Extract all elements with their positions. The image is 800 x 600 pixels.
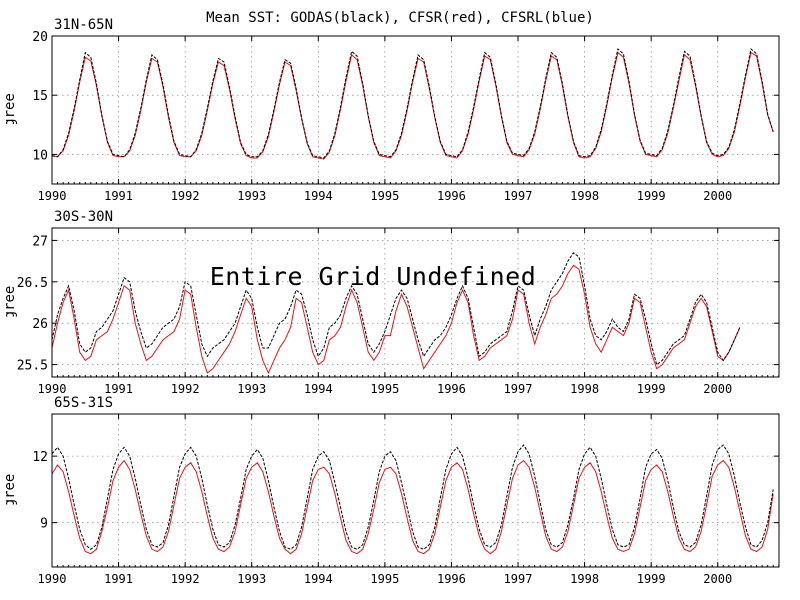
overlay-message: Entire Grid Undefined bbox=[210, 262, 537, 291]
plot-frame bbox=[51, 35, 780, 185]
y-tick-label: 15 bbox=[32, 89, 48, 104]
x-tick-label: 1993 bbox=[237, 189, 266, 203]
series-line-red bbox=[52, 51, 774, 160]
x-tick-label: 1996 bbox=[437, 572, 466, 586]
chart-panel-1: 31N-65N Degree C 10 15 20 1990 1991 1992 1993 199… bbox=[2, 17, 780, 203]
x-tick-label: 1999 bbox=[637, 189, 666, 203]
panel-label: 31N-65N bbox=[54, 17, 113, 33]
x-tick-label: 1998 bbox=[570, 382, 599, 396]
x-tick-label: 1996 bbox=[437, 382, 466, 396]
x-tick-label: 1991 bbox=[104, 572, 133, 586]
chart-panel-2: 30S-30N Degree C 25.5 26 26.5 27 1990 1991 1992 1… bbox=[2, 209, 780, 396]
y-tick-label: 27 bbox=[32, 234, 48, 249]
y-tick-label: 12 bbox=[32, 450, 48, 465]
x-tick-label: 1994 bbox=[304, 572, 333, 586]
x-tick-label: 1993 bbox=[237, 382, 266, 396]
panel-label: 65S-31S bbox=[54, 395, 113, 411]
series-line-red bbox=[52, 264, 741, 375]
y-tick-label: 25.5 bbox=[17, 359, 48, 374]
x-tick-label: 2000 bbox=[703, 382, 732, 396]
x-tick-label: 1991 bbox=[104, 189, 133, 203]
x-tick-label: 1997 bbox=[504, 572, 533, 586]
x-tick-label: 1995 bbox=[370, 189, 399, 203]
y-tick-label: 26 bbox=[32, 317, 48, 332]
x-tick-label: 1996 bbox=[437, 189, 466, 203]
x-tick-label: 1998 bbox=[570, 572, 599, 586]
x-tick-label: 1990 bbox=[38, 572, 67, 586]
y-tick-label: 26.5 bbox=[17, 276, 48, 291]
x-tick-label: 1992 bbox=[171, 189, 200, 203]
x-tick-label: 1995 bbox=[370, 572, 399, 586]
x-tick-label: 1995 bbox=[370, 382, 399, 396]
x-tick-label: 1994 bbox=[304, 382, 333, 396]
x-tick-label: 1992 bbox=[171, 572, 200, 586]
x-tick-label: 1992 bbox=[171, 382, 200, 396]
x-tick-label: 1997 bbox=[504, 189, 533, 203]
x-tick-label: 2000 bbox=[703, 572, 732, 586]
x-tick-label: 1994 bbox=[304, 189, 333, 203]
x-tick-label: 1991 bbox=[104, 382, 133, 396]
plot-frame bbox=[51, 227, 780, 378]
y-tick-label: 10 bbox=[32, 148, 48, 163]
plot-frame bbox=[51, 413, 780, 568]
y-axis-label: Degree C bbox=[2, 76, 18, 143]
series-line-black bbox=[52, 48, 774, 159]
y-axis-label: Degree C bbox=[2, 457, 18, 524]
panel-label: 30S-30N bbox=[54, 209, 113, 225]
y-tick-label: 9 bbox=[40, 517, 48, 532]
series-line-black bbox=[52, 444, 774, 550]
x-tick-label: 1993 bbox=[237, 572, 266, 586]
x-tick-label: 1999 bbox=[637, 572, 666, 586]
chart-panels: 31N-65N Degree C 10 15 20 1990 1991 1992 1993 199… bbox=[2, 17, 780, 586]
x-tick-label: 1990 bbox=[38, 189, 67, 203]
figure-title: Mean SST: GODAS(black), CFSR(red), CFSRL… bbox=[206, 10, 594, 26]
x-tick-label: 1990 bbox=[38, 382, 67, 396]
chart-panel-3: 65S-31S Degree C 9 12 1990 1991 1992 1993 1994 19… bbox=[2, 395, 780, 586]
series-line-red bbox=[52, 459, 774, 555]
y-tick-label: 20 bbox=[32, 30, 48, 45]
x-tick-label: 1997 bbox=[504, 382, 533, 396]
x-tick-label: 1999 bbox=[637, 382, 666, 396]
y-axis-label: Degree C bbox=[2, 269, 18, 336]
x-tick-label: 1998 bbox=[570, 189, 599, 203]
series-line-black bbox=[52, 252, 741, 366]
x-tick-label: 2000 bbox=[703, 189, 732, 203]
